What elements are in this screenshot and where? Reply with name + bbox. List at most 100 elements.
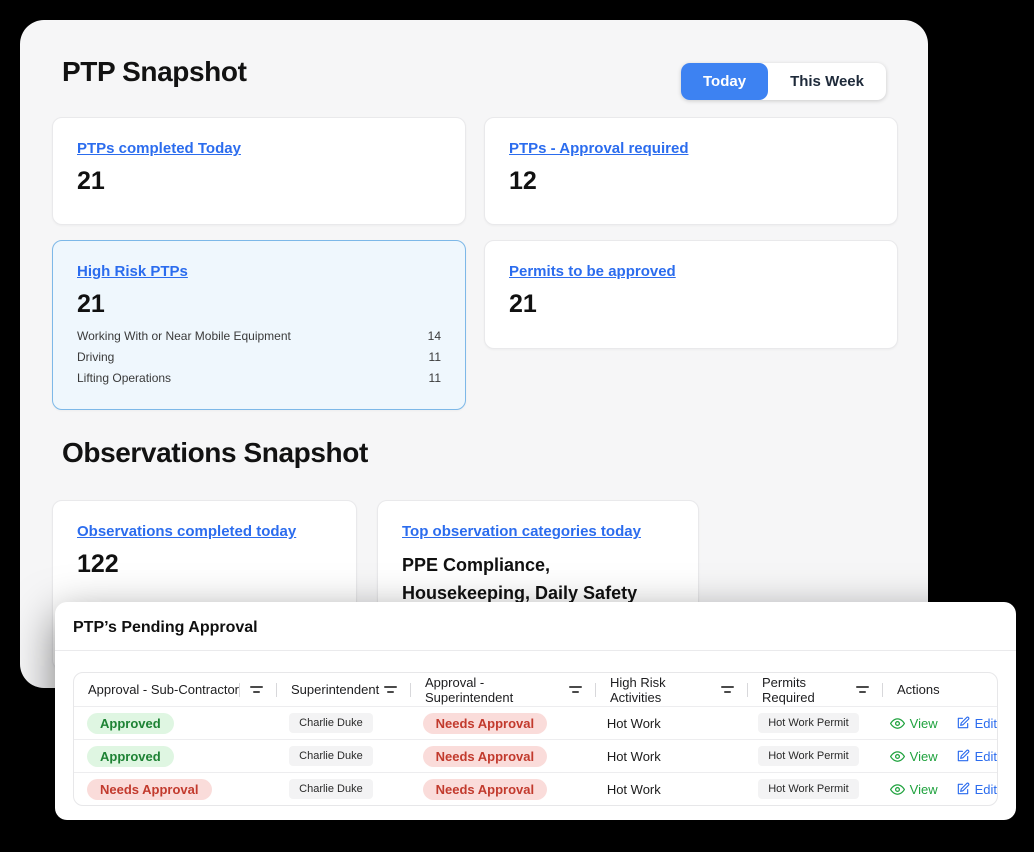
permits-to-approve-card: Permits to be approved 21 [484, 240, 898, 349]
cell-superintendent: Charlie Duke [276, 740, 409, 772]
superintendent-badge: Charlie Duke [289, 746, 373, 766]
pencil-square-icon [957, 749, 970, 762]
cell-superintendent: Charlie Duke [276, 773, 409, 805]
edit-button[interactable]: Edit [956, 749, 997, 764]
column-header-permits-required: Permits Required [748, 673, 883, 706]
status-badge: Approved [87, 745, 174, 767]
table-row: Approved Charlie Duke Needs Approval Hot… [74, 706, 997, 739]
breakdown-item: Driving 11 [77, 351, 441, 364]
status-badge: Needs Approval [422, 778, 548, 800]
column-label: Permits Required [762, 674, 815, 705]
view-button[interactable]: View [889, 715, 938, 731]
ptps-completed-value: 21 [77, 167, 105, 195]
view-label: View [909, 715, 938, 731]
view-button[interactable]: View [889, 749, 938, 764]
cell-approval-super: Needs Approval [410, 773, 594, 805]
cell-high-risk: Hot Work [594, 740, 745, 772]
breakdown-item-name: Working With or Near Mobile Equipment [77, 329, 291, 343]
status-badge: Needs Approval [87, 778, 212, 800]
cell-approval-super: Needs Approval [410, 740, 594, 772]
status-badge: Needs Approval [422, 712, 548, 734]
observations-completed-link[interactable]: Observations completed today [77, 523, 297, 540]
column-divider [276, 682, 277, 697]
status-badge: Needs Approval [422, 745, 548, 767]
modal-title: PTP’s Pending Approval [73, 619, 258, 636]
column-header-approval-sub-contractor: Approval - Sub-Contractor [74, 673, 277, 706]
edit-label: Edit [974, 781, 997, 797]
permits-to-approve-link[interactable]: Permits to be approved [509, 263, 676, 280]
column-divider [239, 682, 240, 697]
cell-actions: View Edit [880, 773, 997, 805]
status-badge: Approved [87, 712, 174, 734]
edit-button[interactable]: Edit [956, 716, 997, 731]
permits-to-approve-value: 21 [509, 290, 537, 318]
cell-approval-sub: Approved [74, 707, 276, 739]
view-button[interactable]: View [889, 781, 938, 797]
column-label: Actions [897, 682, 940, 697]
eye-icon [889, 750, 905, 762]
high-risk-ptps-value: 21 [77, 290, 105, 318]
breakdown-item-name: Driving [77, 350, 115, 364]
column-divider [595, 682, 596, 697]
high-risk-ptps-card: High Risk PTPs 21 Working With or Near M… [52, 240, 466, 410]
cell-permits: Hot Work Permit [745, 707, 879, 739]
breakdown-item: Lifting Operations 11 [77, 372, 441, 385]
column-header-superintendent: Superintendent [277, 673, 411, 706]
edit-label: Edit [974, 748, 997, 764]
dashboard-panel: PTP Snapshot Today This Week PTPs comple… [20, 20, 928, 688]
edit-label: Edit [974, 715, 997, 731]
ptps-approval-required-value: 12 [509, 167, 537, 195]
breakdown-item-name: Lifting Operations [77, 371, 172, 385]
modal-title-divider [55, 650, 1016, 651]
column-header-approval-superintendent: Approval - Superintendent [411, 673, 596, 706]
cell-actions: View Edit [880, 740, 997, 772]
breakdown-item: Working With or Near Mobile Equipment 14 [77, 330, 441, 343]
column-divider [747, 682, 748, 697]
column-label: Approval - Sub-Contractor [88, 682, 240, 697]
cell-approval-super: Needs Approval [410, 707, 594, 739]
eye-icon [889, 717, 905, 729]
cell-actions: View Edit [880, 707, 997, 739]
column-header-actions: Actions [883, 673, 997, 706]
table-header-row: Approval - Sub-Contractor Superintendent… [74, 673, 997, 706]
permit-badge: Hot Work Permit [758, 779, 859, 799]
edit-button[interactable]: Edit [956, 782, 997, 797]
filter-icon[interactable] [567, 684, 584, 695]
ptp-snapshot-title: PTP Snapshot [62, 56, 247, 87]
ptps-approval-required-link[interactable]: PTPs - Approval required [509, 140, 689, 157]
ptps-approval-required-card: PTPs - Approval required 12 [484, 117, 898, 225]
top-observation-categories-value: PPE Compliance, Housekeeping, Daily Safe… [402, 555, 638, 603]
permit-badge: Hot Work Permit [758, 746, 859, 766]
high-risk-breakdown: Working With or Near Mobile Equipment 14… [77, 330, 441, 385]
cell-high-risk: Hot Work [594, 773, 745, 805]
breakdown-item-count: 11 [428, 371, 441, 385]
column-divider [882, 682, 883, 697]
high-risk-ptps-link[interactable]: High Risk PTPs [77, 263, 188, 280]
filter-icon[interactable] [719, 684, 736, 695]
high-risk-activity: Hot Work [606, 748, 661, 764]
column-label: High Risk Activities [610, 674, 666, 705]
filter-icon[interactable] [382, 684, 399, 695]
eye-icon [889, 783, 905, 795]
filter-icon[interactable] [854, 684, 871, 695]
superintendent-badge: Charlie Duke [289, 779, 373, 799]
breakdown-item-count: 14 [427, 329, 441, 343]
superintendent-badge: Charlie Duke [289, 713, 373, 733]
toggle-today-button[interactable]: Today [681, 63, 769, 100]
pencil-square-icon [957, 782, 970, 795]
ptp-pending-approval-modal: PTP’s Pending Approval Approval - Sub-Co… [55, 602, 1016, 820]
column-label: Superintendent [291, 682, 380, 697]
view-label: View [909, 781, 938, 797]
ptps-completed-card: PTPs completed Today 21 [52, 117, 466, 225]
ptps-completed-link[interactable]: PTPs completed Today [77, 140, 241, 157]
column-label: Approval - Superintendent [425, 674, 514, 705]
filter-icon[interactable] [248, 684, 265, 695]
permit-badge: Hot Work Permit [758, 713, 859, 733]
pending-approval-table: Approval - Sub-Contractor Superintendent… [73, 672, 998, 806]
breakdown-item-count: 11 [428, 350, 441, 364]
top-observation-categories-link[interactable]: Top observation categories today [402, 523, 641, 540]
column-divider [410, 682, 411, 697]
table-row: Needs Approval Charlie Duke Needs Approv… [74, 772, 997, 805]
table-row: Approved Charlie Duke Needs Approval Hot… [74, 739, 997, 772]
toggle-this-week-button[interactable]: This Week [768, 63, 886, 100]
